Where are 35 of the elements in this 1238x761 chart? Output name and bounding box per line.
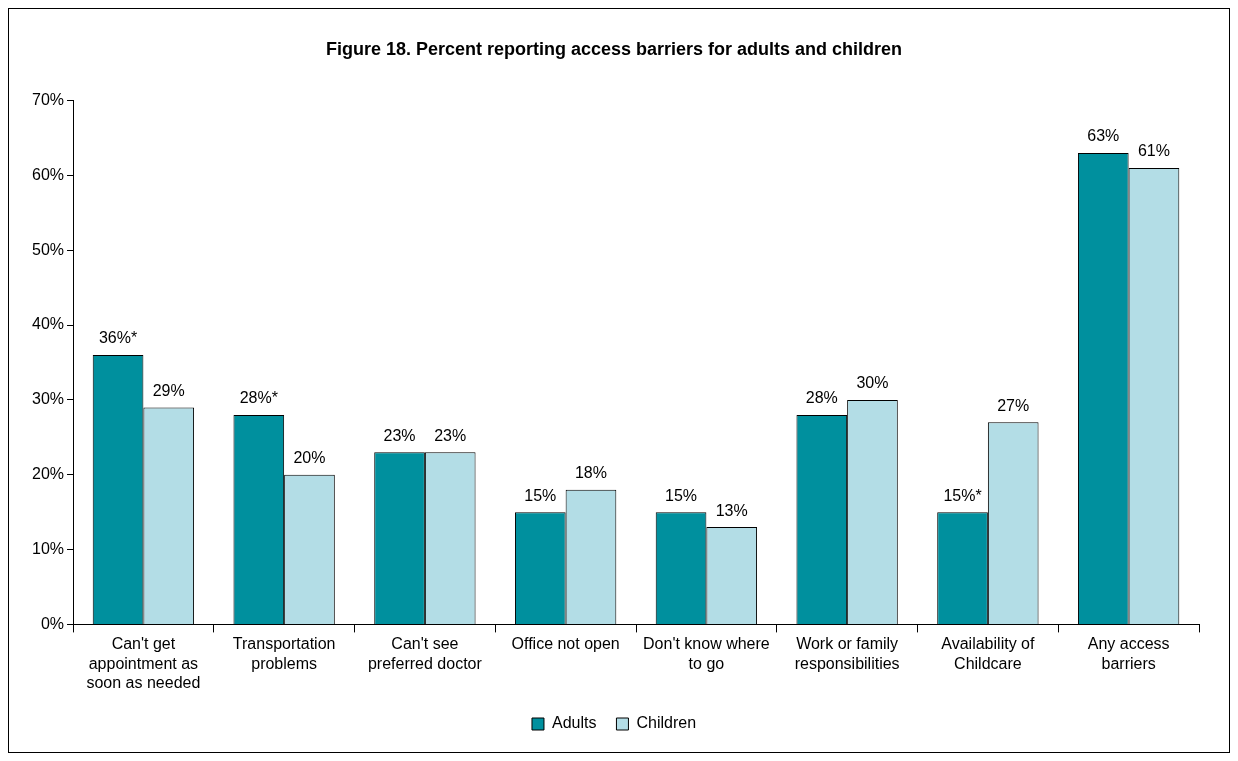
y-tick-label: 60% xyxy=(31,165,65,183)
data-label: 13% xyxy=(715,501,748,519)
data-label: 15% xyxy=(524,486,557,504)
y-tick-label: 20% xyxy=(31,465,65,483)
data-label: 15% xyxy=(665,486,698,504)
y-tick-label: 50% xyxy=(31,240,65,258)
y-tick-label: 40% xyxy=(31,315,65,333)
chart-title: Figure 18. Percent reporting access barriers for adults and children xyxy=(325,38,903,59)
data-label: 63% xyxy=(1087,127,1120,145)
data-label: 18% xyxy=(574,464,607,482)
data-label: 23% xyxy=(434,426,467,444)
y-tick-label: 70% xyxy=(31,91,65,109)
data-label: 36%* xyxy=(98,329,138,347)
data-label: 30% xyxy=(856,374,889,392)
x-tick-label: Don't know where to go xyxy=(643,635,770,672)
data-label: 61% xyxy=(1137,142,1170,160)
data-label: 23% xyxy=(383,426,416,444)
data-label: 28%* xyxy=(239,389,278,407)
x-tick-label: Transportation problems xyxy=(232,635,336,672)
data-label: 20% xyxy=(293,449,326,467)
x-tick-label: Can't get appointment as soon as needed xyxy=(86,635,201,691)
x-tick-label: Work or family responsibilities xyxy=(794,635,900,672)
y-tick-label: 30% xyxy=(31,390,65,408)
data-label: 28% xyxy=(805,389,838,407)
legend-label: Children xyxy=(636,714,697,732)
x-tick-label: Availability of Childcare xyxy=(941,635,1035,672)
x-tick-label: Any access barriers xyxy=(1087,635,1170,672)
y-tick-label: 10% xyxy=(31,539,65,557)
legend-label: Adults xyxy=(551,714,597,732)
x-tick-label: Can't see preferred doctor xyxy=(367,635,483,672)
x-tick-label: Office not open xyxy=(511,635,620,653)
data-label: 27% xyxy=(997,396,1030,414)
y-tick-label: 0% xyxy=(40,614,65,632)
data-label: 29% xyxy=(152,381,185,399)
data-label: 15%* xyxy=(943,486,982,504)
